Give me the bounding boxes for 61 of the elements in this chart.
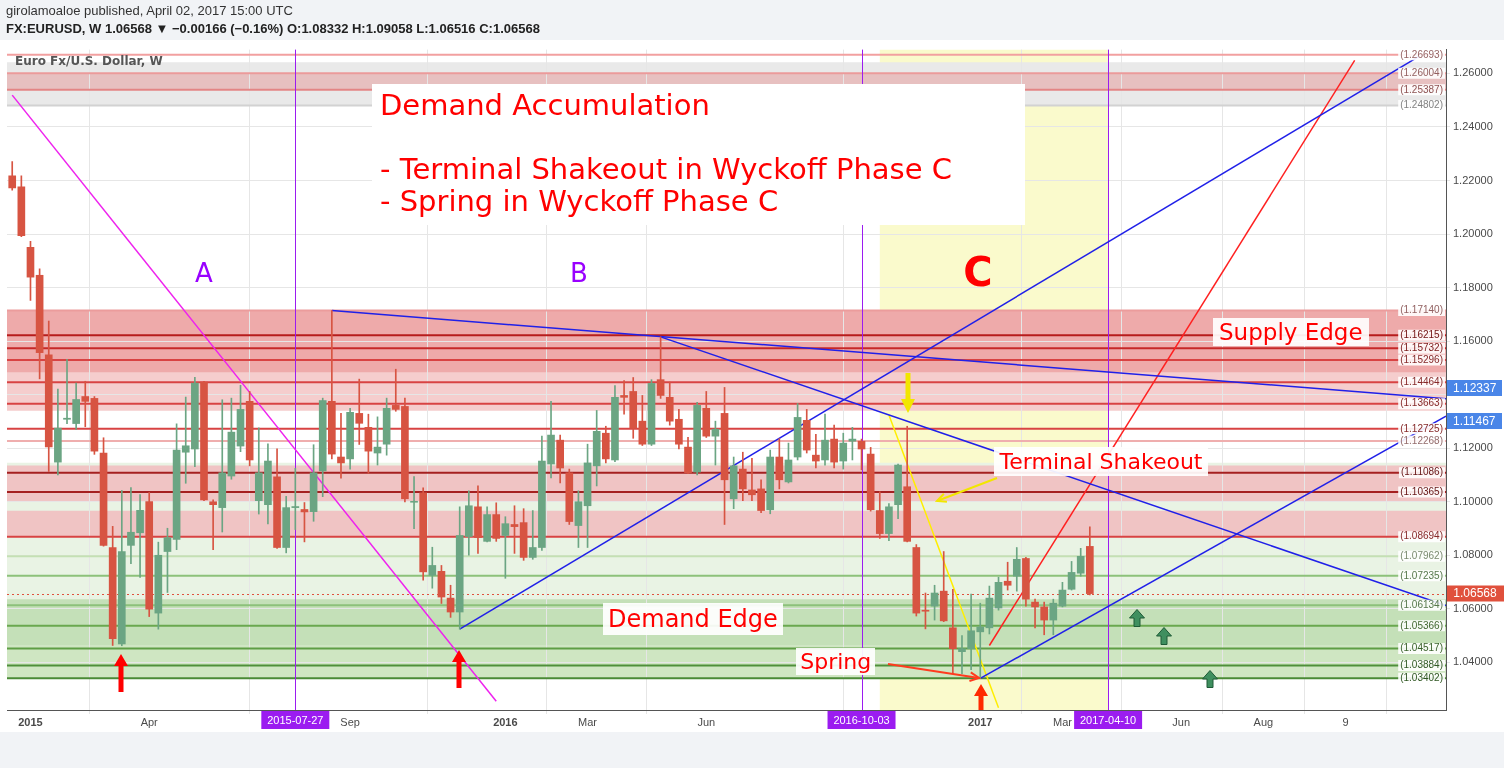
ref-line-label: (1.03884) bbox=[1400, 659, 1443, 671]
y-tick-label: 1.24000 bbox=[1453, 119, 1493, 132]
ref-line-label: (1.15296) bbox=[1400, 353, 1443, 365]
ref-line-label: (1.05366) bbox=[1400, 619, 1443, 631]
ref-line-label: (1.11086) bbox=[1400, 466, 1443, 478]
x-tick-label: Sep bbox=[340, 715, 360, 728]
x-tick-label: 2015 bbox=[18, 715, 43, 728]
ref-line-label: (1.26004) bbox=[1400, 67, 1443, 79]
text: 1.11467 bbox=[1447, 413, 1502, 429]
ref-line-label: (1.16215) bbox=[1400, 329, 1443, 341]
ref-line-label: (1.24802) bbox=[1400, 99, 1443, 111]
x-tick-label: Apr bbox=[140, 715, 159, 728]
y-tick-label: 1.12000 bbox=[1453, 441, 1493, 454]
annotation: A bbox=[195, 258, 213, 288]
annotation: C bbox=[963, 249, 993, 295]
y-tick-label: 1.20000 bbox=[1453, 227, 1493, 240]
annotation: Demand Edge bbox=[603, 603, 783, 635]
ref-line-label: (1.14464) bbox=[1400, 375, 1443, 387]
annotation: B bbox=[570, 258, 588, 288]
annotation: Spring bbox=[796, 648, 876, 676]
ref-line-label: (1.12725) bbox=[1400, 422, 1443, 434]
x-tick-label: Mar bbox=[1052, 715, 1073, 728]
ref-line-label: (1.17140) bbox=[1400, 304, 1443, 316]
annotation: Terminal Shakeout bbox=[993, 446, 1209, 476]
ref-line-label: 2017-04-10 bbox=[1079, 713, 1137, 726]
y-tick-label: 1.16000 bbox=[1453, 334, 1493, 347]
ref-line-label: (1.25387) bbox=[1400, 83, 1443, 95]
ref-line-label: (1.07235) bbox=[1400, 569, 1443, 581]
x-tick-label: Jun bbox=[697, 715, 716, 728]
ref-line-label: 2016-10-03 bbox=[833, 713, 890, 726]
annotation: Demand Accumulation - Terminal Shakeout in Wyckoff Phase C - Spring in Wyckoff Phase C bbox=[372, 84, 1025, 225]
chart-subtitle: Euro Fx/U.S. Dollar, W bbox=[15, 54, 163, 68]
ref-line-label: (1.10365) bbox=[1400, 485, 1443, 497]
chart-title: FX:EURUSD, W 1.06568 ▼ −0.00166 (−0.16%) O:1.08332 H:1.09058 L:1.06516 C:1.06568 bbox=[6, 21, 540, 36]
ref-line-label: (1.15732) bbox=[1400, 342, 1443, 354]
y-tick-label: 1.26000 bbox=[1453, 66, 1493, 79]
x-tick-label: 9 bbox=[1342, 715, 1349, 728]
x-tick-label: Jun bbox=[1172, 715, 1191, 728]
text: 1.12337 bbox=[1447, 380, 1503, 396]
y-tick-label: 1.04000 bbox=[1453, 655, 1493, 668]
ref-line-label: 2015-07-27 bbox=[267, 713, 324, 726]
ref-line-label: (1.26693) bbox=[1400, 48, 1443, 60]
x-tick-label: 2017 bbox=[968, 715, 993, 728]
y-tick-label: 1.22000 bbox=[1453, 173, 1493, 186]
ref-line-label: (1.07962) bbox=[1400, 550, 1443, 562]
ref-line-label: (1.12268) bbox=[1400, 434, 1443, 446]
annotation: Supply Edge bbox=[1213, 318, 1369, 346]
y-tick-label: 1.08000 bbox=[1453, 548, 1493, 561]
ref-line-label: (1.13663) bbox=[1400, 397, 1443, 409]
y-tick-label: 1.10000 bbox=[1453, 494, 1493, 507]
ref-line-label: (1.03402) bbox=[1400, 672, 1443, 684]
ref-line-label: (1.06134) bbox=[1400, 598, 1443, 610]
x-tick-label: 2016 bbox=[493, 715, 518, 728]
ref-line-label: 1.06568 bbox=[1453, 586, 1498, 601]
y-tick-label: 1.06000 bbox=[1453, 601, 1493, 614]
ref-line-label: (1.04517) bbox=[1400, 642, 1443, 654]
x-tick-label: Aug bbox=[1253, 715, 1274, 728]
y-tick-label: 1.18000 bbox=[1453, 280, 1493, 293]
ref-line-label: (1.08694) bbox=[1400, 530, 1443, 542]
text: girolamoaloe published, April 02, 2017 15:00 UTC bbox=[6, 3, 293, 18]
x-tick-label: Mar bbox=[578, 715, 598, 728]
